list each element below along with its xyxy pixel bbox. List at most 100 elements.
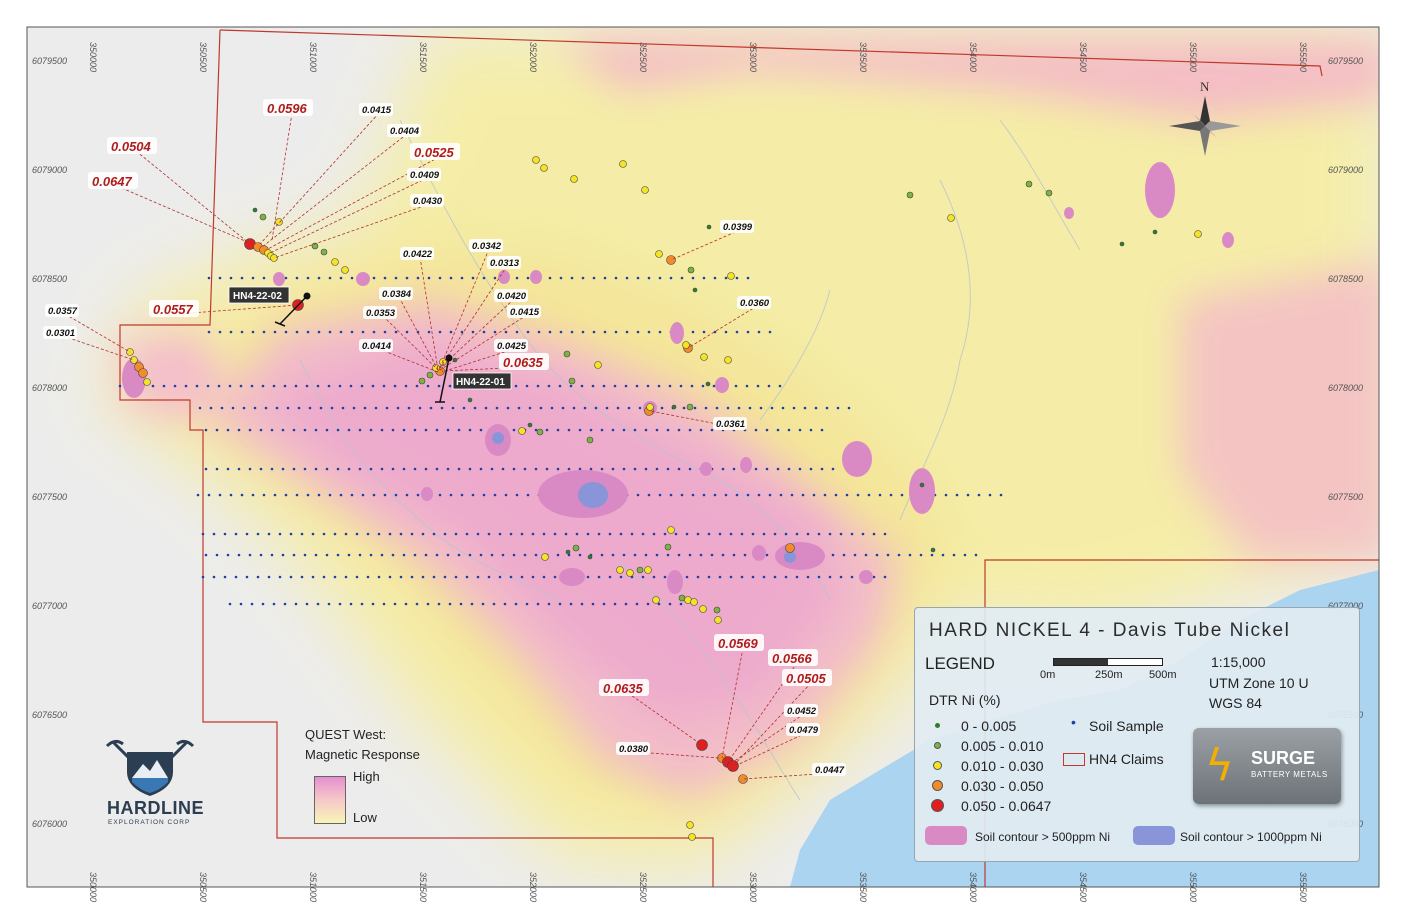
soil-sample-dot (226, 428, 230, 432)
soil-sample-dot (446, 428, 450, 432)
hardline-name: HARDLINE (107, 798, 204, 818)
soil-sample-dot (259, 428, 263, 432)
soil-sample-dot (616, 406, 620, 410)
soil-sample-dot (712, 384, 716, 388)
dtr-sample-dot (906, 191, 914, 199)
soil-sample-dot (223, 532, 227, 536)
soil-sample-dot (850, 532, 854, 536)
soil-sample-dot (231, 406, 235, 410)
soil-sample-dot (229, 330, 233, 334)
soil-sample-dot (754, 428, 758, 432)
soil-sample-dot (215, 467, 219, 471)
soil-sample-dot (468, 467, 472, 471)
soil-sample-dot (358, 467, 362, 471)
soil-sample-dot (383, 493, 387, 497)
scale-ratio: 1:15,000 (1211, 654, 1266, 670)
callout-value: 0.0380 (619, 744, 649, 755)
soil-sample-dot (421, 532, 425, 536)
dtr-sample-dot (138, 368, 148, 378)
soil-sample-dot (228, 602, 232, 606)
callout-leader-line (259, 112, 380, 245)
dtr-sample-dot (727, 272, 735, 280)
soil-sample-dot (581, 330, 585, 334)
soil-sample-dot (636, 276, 640, 280)
soil-contour-500 (356, 272, 370, 286)
dtr-sample-dot (541, 553, 549, 561)
soil-sample-dot (369, 467, 373, 471)
soil-sample-dot (374, 406, 378, 410)
soil-sample-dot (647, 493, 651, 497)
map-title: HARD NICKEL 4 - Davis Tube Nickel (929, 620, 1291, 641)
dtr-sample-dot (572, 544, 580, 552)
callout-label-bg (400, 247, 434, 260)
soil-sample-dot (504, 330, 508, 334)
soil-sample-dot (479, 553, 483, 557)
soil-sample-dot (481, 602, 485, 606)
soil-sample-dot (501, 553, 505, 557)
easting-tick-label: 353500 (858, 42, 868, 72)
soil-sample-dot (512, 467, 516, 471)
soil-sample-dot (460, 493, 464, 497)
soil-sample-dot (652, 532, 656, 536)
soil-sample-dot (608, 575, 612, 579)
legend-class-1: 0 - 0.005 (961, 718, 1017, 734)
soil-sample-dot (229, 493, 233, 497)
soil-sample-dot (347, 428, 351, 432)
soil-sample-dot (344, 532, 348, 536)
callout-label-bg (487, 256, 521, 269)
soil-sample-dot (281, 553, 285, 557)
soil-sample-dot (710, 553, 714, 557)
soil-sample-dot (237, 467, 241, 471)
soil-sample-dot (603, 276, 607, 280)
drillhole-hn4-22-02[interactable]: HN4-22-02 (228, 286, 311, 327)
northing-tick-label: 6077500 (1328, 492, 1363, 502)
soil-sample-dot (261, 602, 265, 606)
soil-sample-dot (652, 575, 656, 579)
dtr-sample-dot (331, 258, 339, 266)
soil-sample-dot (229, 276, 233, 280)
soil-sample-dot (795, 532, 799, 536)
dtr-sample-dot (713, 606, 721, 614)
soil-sample-dot (572, 406, 576, 410)
callout-label-bg (410, 143, 460, 160)
callout-value: 0.0415 (510, 307, 540, 318)
soil-sample-dot (611, 467, 615, 471)
drillhole-hn4-22-01[interactable]: HN4-22-01 (435, 354, 512, 403)
magnetic-response-layer (100, 30, 1379, 870)
legend-heading: LEGEND (925, 654, 995, 673)
soil-sample-dot (479, 467, 483, 471)
soil-sample-dot (295, 493, 299, 497)
soil-sample-dot (831, 467, 835, 471)
soil-sample-dot (820, 428, 824, 432)
callout-label-bg (407, 168, 441, 181)
dtr-sample-dot (1045, 189, 1053, 197)
soil-sample-dot (729, 532, 733, 536)
soil-sample-dot (515, 493, 519, 497)
dtr-sample-dot (700, 353, 708, 361)
soil-sample-dot (641, 532, 645, 536)
soil-sample-dot (289, 532, 293, 536)
soil-sample-dot (476, 532, 480, 536)
soil-sample-dot (655, 467, 659, 471)
callout-label-bg (507, 305, 541, 318)
soil-sample-dot (426, 384, 430, 388)
callout-value: 0.0452 (787, 706, 817, 717)
soil-sample-dot (988, 493, 992, 497)
soil-sample-dot (228, 384, 232, 388)
soil-sample-dot (473, 406, 477, 410)
soil-sample-dot (823, 493, 827, 497)
soil-sample-dot (471, 276, 475, 280)
soil-sample-dot (828, 575, 832, 579)
soil-sample-dot (399, 532, 403, 536)
soil-sample-dot (281, 467, 285, 471)
soil-sample-dot (756, 384, 760, 388)
callout-label-bg (737, 296, 771, 309)
dtr-sample-dot (527, 422, 533, 428)
soil-sample-dot (710, 428, 714, 432)
soil-sample-dot (636, 493, 640, 497)
soil-sample-dot (407, 406, 411, 410)
soil-sample-dot (726, 406, 730, 410)
soil-sample-dot (872, 575, 876, 579)
soil-sample-dot (383, 330, 387, 334)
dtr-sample-dot (341, 266, 349, 274)
